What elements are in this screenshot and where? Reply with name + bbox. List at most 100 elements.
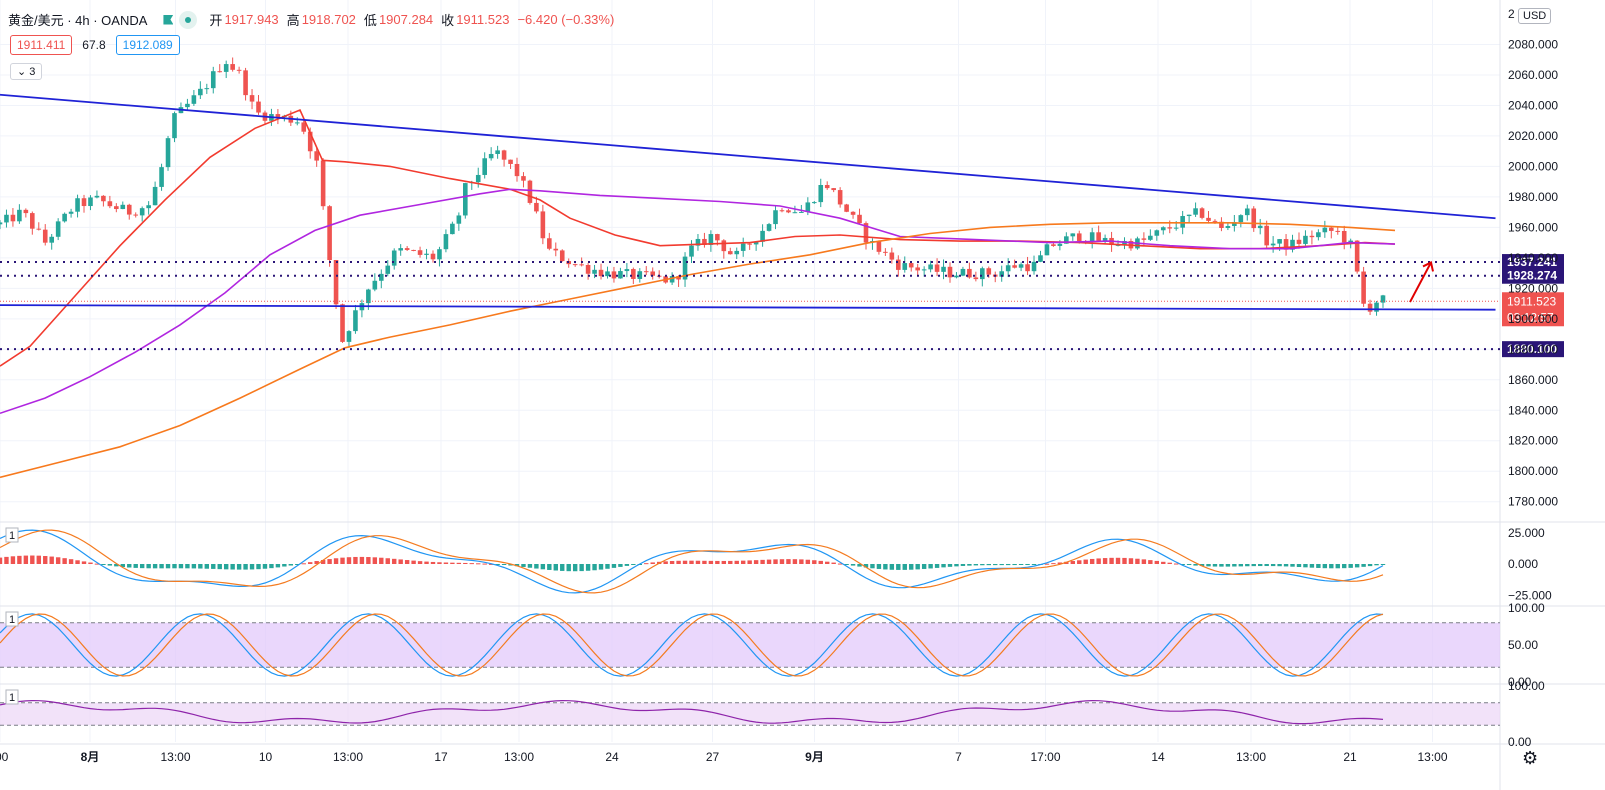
candle — [1309, 235, 1315, 238]
macd-bar — [799, 559, 804, 564]
macd-bar — [753, 560, 759, 564]
macd-bar — [1309, 564, 1315, 568]
macd-bar — [734, 560, 739, 564]
candle — [1154, 230, 1160, 236]
macd-bar — [1031, 564, 1037, 565]
change-value: −6.420 (−0.33%) — [517, 12, 615, 27]
macd-bar — [741, 560, 746, 564]
stoch-pane-label: 1 — [9, 614, 15, 626]
candle — [824, 184, 830, 189]
candle — [973, 277, 979, 280]
macd-bar — [1322, 564, 1328, 569]
macd-bar — [249, 564, 255, 570]
candle — [553, 248, 559, 251]
candle — [747, 243, 752, 245]
macd-bar — [644, 563, 649, 565]
candle — [0, 222, 3, 225]
macd-bar — [986, 564, 991, 566]
currency-button[interactable]: USD — [1518, 8, 1552, 24]
symbol-title[interactable]: 黄金/美元 · 4h · OANDA — [8, 13, 148, 28]
x-tick-label: :00 — [0, 750, 9, 764]
y-tick-label: 1840.000 — [1508, 403, 1558, 417]
candle — [243, 70, 248, 96]
candle — [715, 234, 720, 241]
candle — [1296, 239, 1302, 244]
macd-bar — [191, 564, 197, 569]
candle — [210, 71, 216, 89]
macd-bar — [62, 558, 67, 564]
candle — [1115, 244, 1121, 246]
candle — [527, 180, 533, 203]
candle — [643, 271, 649, 273]
gear-icon[interactable]: ⚙ — [1522, 748, 1539, 768]
candle — [126, 204, 132, 215]
candle — [463, 183, 468, 216]
candle — [727, 251, 733, 255]
candle — [1206, 217, 1211, 221]
candle — [340, 304, 345, 342]
macd-bar — [75, 560, 80, 564]
candle — [1005, 265, 1011, 272]
macd-bar — [1342, 564, 1347, 569]
candle — [1102, 237, 1108, 241]
macd-bar — [508, 564, 513, 566]
candle — [1361, 271, 1366, 304]
rsi-tick-label: 0.00 — [1508, 735, 1532, 749]
candle — [1380, 295, 1386, 303]
macd-bar — [1122, 557, 1127, 564]
y-tick-label: 1900.000 — [1508, 312, 1558, 326]
candle — [404, 248, 410, 250]
candle — [811, 202, 817, 204]
macd-bar — [411, 560, 416, 564]
macd-bar — [624, 564, 630, 566]
candle — [430, 253, 436, 260]
macd-bar — [598, 564, 604, 570]
macd-bar — [165, 564, 171, 569]
macd-bar — [230, 564, 235, 570]
candle — [152, 186, 158, 206]
macd-bar — [766, 559, 772, 564]
macd-bar — [1044, 563, 1050, 565]
low-value: 1907.284 — [378, 12, 434, 27]
indicators-toggle-button[interactable]: ⌄ 3 — [10, 63, 43, 80]
macd-bar — [243, 564, 248, 570]
buy-button[interactable]: 1912.089 — [115, 35, 180, 55]
candle — [1199, 208, 1205, 218]
candle — [915, 267, 920, 271]
candle — [1076, 233, 1082, 242]
candle — [1367, 303, 1373, 312]
x-tick-label: 13:00 — [1417, 750, 1447, 764]
candle — [1044, 244, 1050, 256]
rsi-pane-label: 1 — [9, 692, 15, 704]
candle — [1341, 230, 1347, 243]
candle — [456, 215, 462, 224]
chevron-down-icon: ⌄ — [17, 66, 27, 78]
arrow-head — [1422, 260, 1434, 272]
candle — [1096, 232, 1101, 241]
candle — [734, 250, 740, 255]
candle — [1335, 230, 1341, 232]
candle — [4, 214, 9, 223]
macd-bar — [915, 564, 920, 570]
candle — [896, 259, 901, 270]
macd-bar — [669, 561, 675, 564]
macd-bar — [825, 561, 830, 564]
x-tick-label: 17:00 — [1030, 750, 1060, 764]
candle — [1348, 240, 1353, 243]
macd-bar — [883, 564, 888, 570]
macd-bar — [695, 560, 701, 564]
y-tick-label: 1960.000 — [1508, 220, 1558, 234]
bar-countdown-label: 03:12:57 — [1507, 310, 1554, 324]
candle — [495, 150, 500, 154]
candle — [75, 198, 80, 212]
macd-bar — [1135, 558, 1140, 564]
macd-bar — [1089, 558, 1095, 564]
macd-bar — [902, 564, 907, 570]
macd-bar — [314, 561, 319, 564]
candle — [107, 201, 113, 207]
candle — [980, 268, 985, 280]
candle — [954, 275, 959, 278]
macd-bar — [689, 560, 694, 564]
sell-button[interactable]: 1911.411 — [10, 35, 73, 55]
